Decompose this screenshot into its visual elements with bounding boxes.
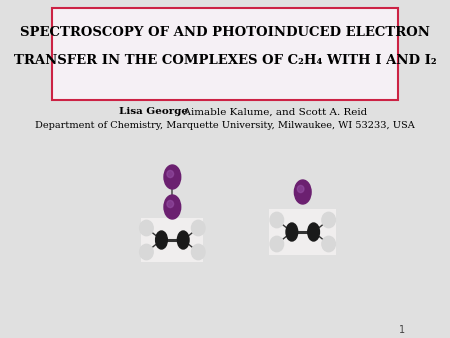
Text: SPECTROSCOPY OF AND PHOTOINDUCED ELECTRON: SPECTROSCOPY OF AND PHOTOINDUCED ELECTRO…	[20, 26, 430, 40]
Ellipse shape	[167, 200, 174, 208]
Ellipse shape	[308, 223, 320, 241]
Ellipse shape	[192, 220, 205, 236]
Text: Lisa George: Lisa George	[119, 107, 188, 117]
Ellipse shape	[167, 170, 174, 177]
Ellipse shape	[164, 165, 181, 189]
Ellipse shape	[322, 236, 335, 252]
Ellipse shape	[297, 186, 304, 193]
Text: Department of Chemistry, Marquette University, Milwaukee, WI 53233, USA: Department of Chemistry, Marquette Unive…	[35, 121, 415, 130]
Text: Lisa George: Lisa George	[37, 107, 106, 117]
Ellipse shape	[270, 236, 284, 252]
Ellipse shape	[177, 231, 189, 249]
Ellipse shape	[140, 220, 153, 236]
Ellipse shape	[156, 231, 167, 249]
Text: TRANSFER IN THE COMPLEXES OF C₂H₄ WITH I AND I₂: TRANSFER IN THE COMPLEXES OF C₂H₄ WITH I…	[14, 53, 436, 67]
Text: , Aimable Kalume, and Scott A. Reid: , Aimable Kalume, and Scott A. Reid	[177, 107, 367, 117]
Text: 1: 1	[399, 325, 405, 335]
Ellipse shape	[294, 180, 311, 204]
FancyBboxPatch shape	[141, 218, 203, 262]
Text: Lisa George, Aimable Kalume, and Scott A. Reid: Lisa George, Aimable Kalume, and Scott A…	[98, 107, 352, 117]
Ellipse shape	[270, 212, 284, 228]
FancyBboxPatch shape	[269, 209, 336, 255]
Ellipse shape	[192, 244, 205, 260]
Ellipse shape	[140, 244, 153, 260]
Ellipse shape	[164, 195, 181, 219]
FancyBboxPatch shape	[52, 8, 398, 100]
Ellipse shape	[322, 212, 335, 228]
Ellipse shape	[286, 223, 298, 241]
